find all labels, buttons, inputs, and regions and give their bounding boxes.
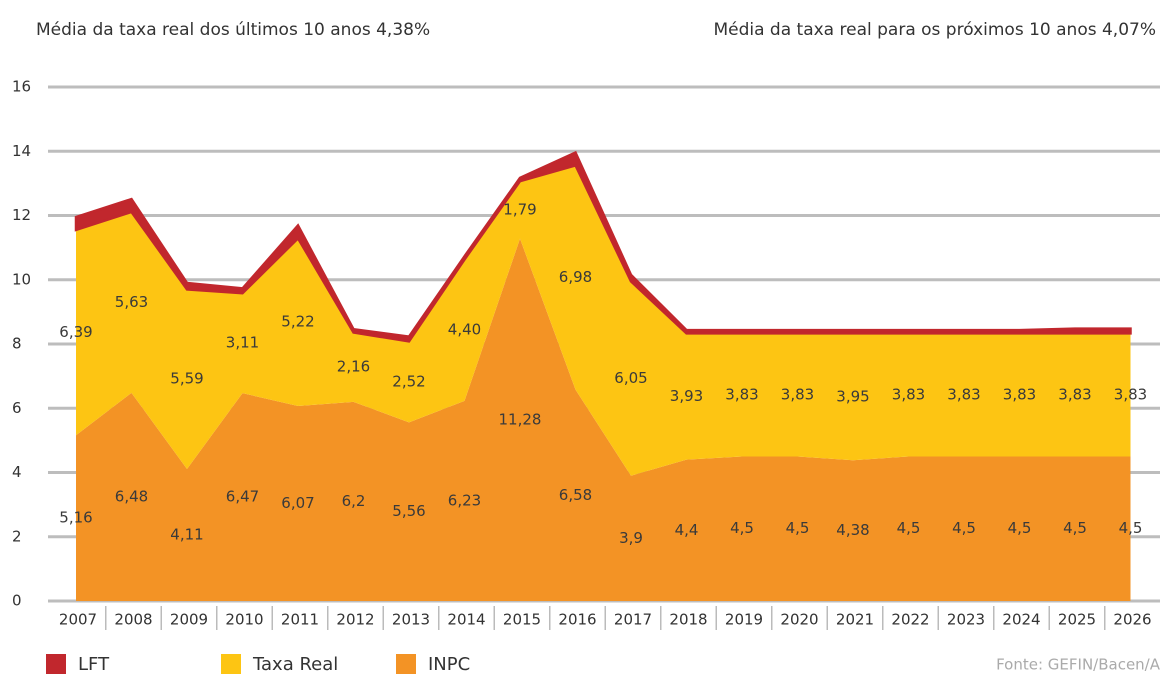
value-label: 2,16: [337, 358, 370, 376]
legend-swatch: [396, 654, 416, 674]
value-label: 4,5: [730, 519, 754, 537]
legend-swatch: [221, 654, 241, 674]
y-tick-label: 2: [12, 527, 22, 545]
value-label: 4,11: [170, 525, 203, 543]
source: Fonte: GEFIN/Bacen/A: [996, 656, 1160, 674]
legend-label: LFT: [78, 654, 110, 675]
value-label: 6,47: [226, 488, 259, 506]
x-tick-label: 2013: [392, 611, 430, 629]
value-label: 6,05: [614, 369, 647, 387]
y-tick-label: 16: [12, 78, 31, 96]
value-label: 6,48: [115, 487, 148, 505]
value-label: 4,5: [786, 519, 810, 537]
value-label: 6,23: [448, 491, 481, 509]
value-label: 6,2: [342, 492, 366, 510]
x-tick-label: 2022: [891, 611, 929, 629]
y-tick-label: 4: [12, 463, 22, 481]
chart-subtitle: Média da taxa real para os próximos 10 a…: [713, 20, 1156, 40]
value-label: 5,56: [392, 502, 425, 520]
y-tick-label: 0: [12, 592, 22, 610]
x-tick-label: 2019: [725, 611, 763, 629]
value-label: 4,5: [1063, 519, 1087, 537]
value-label: 3,95: [836, 387, 869, 405]
value-label: 5,16: [59, 509, 92, 527]
value-label: 4,38: [836, 521, 869, 539]
value-label: 3,83: [1003, 385, 1036, 403]
value-label: 6,07: [281, 494, 314, 512]
value-label: 4,5: [1119, 519, 1143, 537]
x-tick-label: 2025: [1058, 611, 1096, 629]
value-label: 4,40: [448, 321, 481, 339]
legend-label: Taxa Real: [252, 654, 338, 675]
value-label: 6,39: [59, 323, 92, 341]
value-label: 6,98: [559, 268, 592, 286]
x-tick-label: 2020: [780, 611, 818, 629]
value-label: 4,5: [897, 519, 921, 537]
value-label: 3,93: [670, 387, 703, 405]
value-label: 5,59: [170, 370, 203, 388]
value-label: 3,83: [1058, 385, 1091, 403]
y-tick-label: 14: [12, 142, 31, 160]
value-label: 4,4: [675, 521, 699, 539]
value-label: 3,83: [725, 385, 758, 403]
area: [76, 165, 1131, 476]
x-tick-label: 2015: [503, 611, 541, 629]
value-label: 5,22: [281, 313, 314, 331]
x-tick-label: 2007: [59, 611, 97, 629]
x-tick-label: 2017: [614, 611, 652, 629]
value-label: 3,83: [781, 385, 814, 403]
legend-label: INPC: [428, 654, 470, 675]
value-label: 3,83: [892, 385, 925, 403]
x-tick-label: 2018: [669, 611, 707, 629]
value-label: 11,28: [499, 410, 542, 428]
x-tick-label: 2021: [836, 611, 874, 629]
value-label: 4,5: [952, 519, 976, 537]
value-label: 1,79: [503, 200, 536, 218]
x-tick-label: 2014: [447, 611, 485, 629]
x-tick-label: 2012: [336, 611, 374, 629]
x-tick-label: 2026: [1113, 611, 1151, 629]
area: [74, 150, 1132, 343]
y-tick-label: 12: [12, 206, 31, 224]
value-label: 3,11: [226, 334, 259, 352]
value-label: 3,9: [619, 529, 643, 547]
chart-title: Média da taxa real dos últimos 10 anos 4…: [36, 20, 430, 40]
y-tick-label: 8: [12, 335, 22, 353]
y-tick-label: 6: [12, 399, 22, 417]
value-label: 4,5: [1008, 519, 1032, 537]
x-tick-label: 2009: [170, 611, 208, 629]
value-label: 2,52: [392, 372, 425, 390]
x-tick-label: 2011: [281, 611, 319, 629]
value-label: 5,63: [115, 293, 148, 311]
x-tick-label: 2008: [114, 611, 152, 629]
value-label: 3,83: [1114, 385, 1147, 403]
y-tick-label: 10: [12, 270, 31, 288]
x-tick-label: 2024: [1002, 611, 1040, 629]
legend-swatch: [46, 654, 66, 674]
value-label: 6,58: [559, 486, 592, 504]
x-tick-label: 2016: [558, 611, 596, 629]
value-label: 3,83: [947, 385, 980, 403]
x-tick-label: 2010: [225, 611, 263, 629]
area: [76, 238, 1131, 601]
x-tick-label: 2023: [947, 611, 985, 629]
